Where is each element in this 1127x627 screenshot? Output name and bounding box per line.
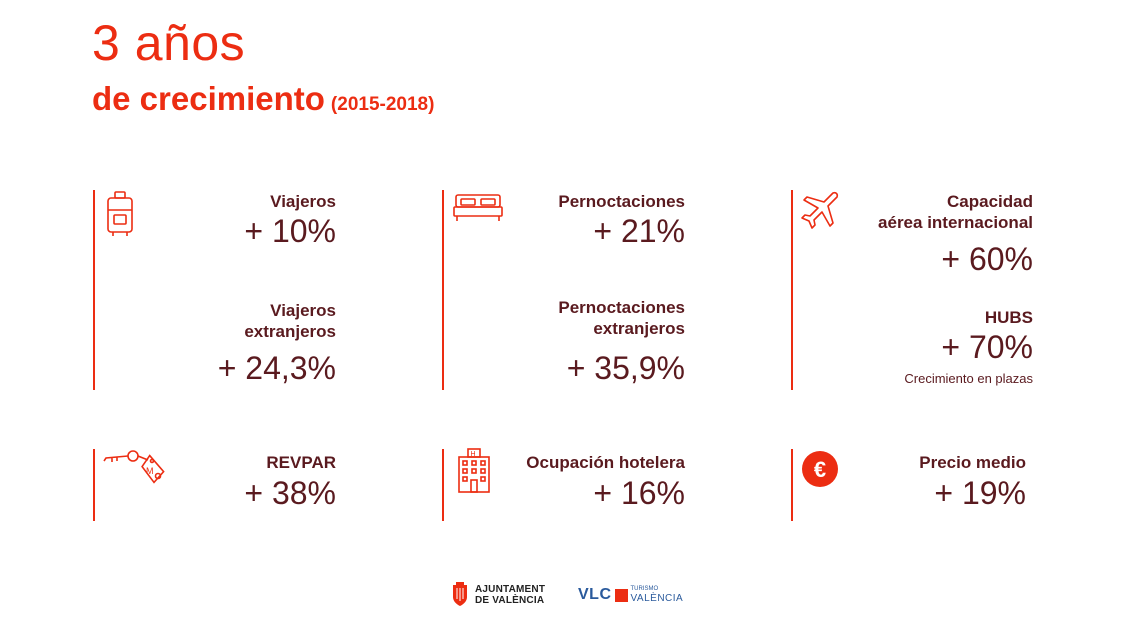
suitcase-icon	[104, 190, 136, 238]
hubs-value: + 70%	[941, 329, 1033, 365]
revpar-label: REVPAR	[266, 453, 336, 472]
euro-icon: €	[801, 450, 839, 488]
capacidad-value: + 60%	[941, 241, 1033, 277]
divider-col1-bottom	[93, 449, 95, 521]
pernoctaciones-label: Pernoctaciones	[558, 192, 685, 211]
hotel-building-icon: H	[456, 448, 492, 494]
precio-medio-value: + 19%	[934, 475, 1026, 511]
vlc-square-icon	[614, 588, 628, 602]
viajeros-label: Viajeros	[270, 192, 336, 211]
page-subtitle: de crecimiento (2015-2018)	[92, 82, 434, 115]
hubs-label: HUBS	[984, 308, 1033, 327]
key-tag-icon: M	[100, 446, 174, 496]
ajuntament-line-2: DE VALÈNCIA	[475, 595, 545, 606]
divider-col2-top	[442, 190, 444, 390]
ajuntament-logo: AJUNTAMENT DE VALÈNCIA	[449, 582, 545, 608]
svg-text:M: M	[146, 466, 154, 476]
ajuntament-line-1: AJUNTAMENT	[475, 584, 546, 595]
pernoctaciones-extranjeros-value: + 35,9%	[566, 350, 685, 386]
viajeros-extranjeros-value: + 24,3%	[217, 350, 336, 386]
revpar-value: + 38%	[244, 475, 336, 511]
vlc-wordmark: VLC	[578, 586, 612, 603]
subtitle-years: (2015-2018)	[330, 94, 435, 115]
divider-col2-bottom	[442, 449, 444, 521]
airplane-icon	[800, 190, 840, 230]
ocupacion-value: + 16%	[593, 475, 685, 511]
ocupacion-label: Ocupación hotelera	[526, 453, 685, 472]
subtitle-text: de crecimiento	[92, 80, 325, 117]
viajeros-extranjeros-label-2: extranjeros	[244, 322, 336, 341]
viajeros-extranjeros-label-1: Viajeros	[270, 301, 336, 320]
turismo-text: TURISMO	[630, 586, 659, 592]
hubs-note: Crecimiento en plazas	[904, 371, 1033, 386]
bed-icon	[452, 193, 504, 223]
coat-of-arms-icon	[453, 582, 467, 606]
capacidad-label-2: aérea internacional	[878, 213, 1033, 232]
capacidad-label-1: Capacidad	[947, 192, 1033, 211]
svg-text:€: €	[814, 457, 826, 482]
precio-medio-label: Precio medio	[919, 453, 1026, 472]
divider-col1-top	[93, 190, 95, 390]
svg-text:H: H	[471, 451, 476, 458]
viajeros-value: + 10%	[244, 213, 336, 249]
divider-col3-top	[791, 190, 793, 390]
valencia-text: VALÈNCIA	[630, 593, 684, 604]
vlc-turismo-logo: VLC TURISMO VALÈNCIA	[578, 586, 683, 604]
pernoctaciones-value: + 21%	[593, 213, 685, 249]
pernoctaciones-extranjeros-label-1: Pernoctaciones	[558, 298, 685, 317]
divider-col3-bottom	[791, 449, 793, 521]
pernoctaciones-extranjeros-label-2: extranjeros	[593, 319, 685, 338]
page-title: 3 años	[92, 15, 246, 71]
